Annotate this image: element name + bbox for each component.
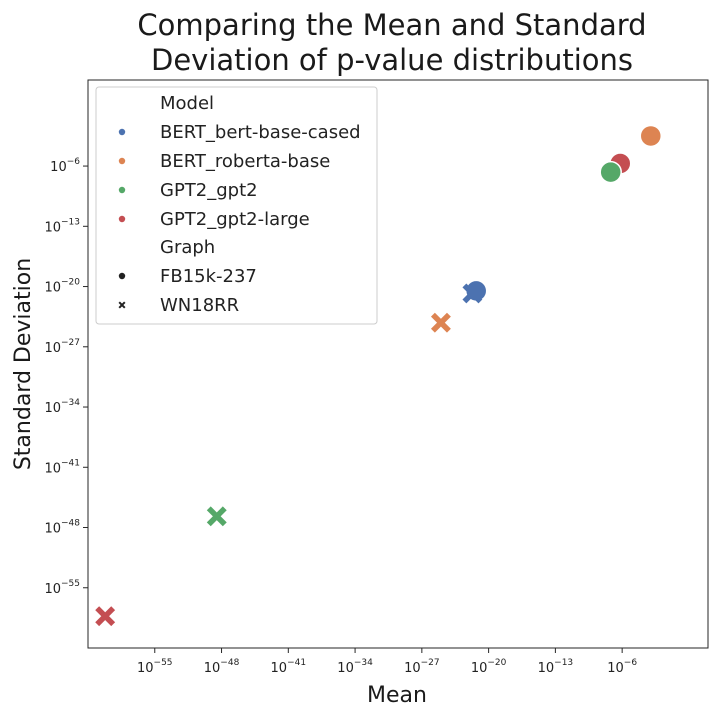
x-tick-label: 10−13 (538, 658, 574, 676)
legend-style-marker-circle (118, 272, 126, 280)
legend-hue-entries: BERT_bert-base-cased BERT_roberta-base GPT… (118, 122, 361, 230)
legend-box (95, 86, 378, 325)
y-tick-label: 10−48 (44, 519, 80, 537)
chart-title-line-1: Comparing the Mean and Standard (137, 8, 646, 42)
legend-hue-title: Model (160, 93, 214, 114)
legend-hue-label: GPT2_gpt2 (160, 180, 258, 201)
x-tick-label: 10−34 (337, 658, 373, 676)
x-tick-label: 10−27 (404, 658, 440, 676)
data-point-circle (599, 160, 622, 184)
x-tick-label: 10−41 (271, 658, 307, 676)
legend-hue-marker (118, 128, 126, 136)
x-axis-label: Mean (367, 683, 427, 708)
x-axis-ticks: 10−55 10−48 10−41 10−34 10−27 10−20 10−13 10−6 (137, 648, 637, 676)
y-tick-label: 10−6 (50, 157, 80, 175)
x-tick-label: 10−6 (607, 658, 637, 676)
y-axis-label: Standard Deviation (11, 258, 36, 470)
legend-hue-label: GPT2_gpt2-large (160, 209, 310, 230)
x-tick-label: 10−20 (471, 658, 507, 676)
legend-hue-marker (118, 186, 126, 194)
legend-hue-label: BERT_roberta-base (160, 151, 330, 172)
data-points (95, 124, 663, 627)
y-tick-label: 10−20 (44, 278, 80, 296)
x-tick-label: 10−48 (204, 658, 240, 676)
legend-style-marker-x (118, 301, 126, 309)
data-point-circle (639, 124, 663, 148)
x-tick-label: 10−55 (137, 658, 173, 676)
data-point-x (462, 283, 483, 304)
legend-hue-marker (118, 157, 126, 165)
y-tick-label: 10−13 (44, 217, 80, 235)
legend-style-label: WN18RR (160, 295, 239, 316)
legend-hue-marker (118, 215, 126, 223)
legend: Model BERT_bert-base-cased BERT_roberta-b… (95, 86, 378, 325)
legend-style-label: FB15k-237 (160, 266, 257, 287)
y-tick-label: 10−27 (44, 338, 80, 356)
legend-hue-label: BERT_bert-base-cased (160, 122, 361, 143)
legend-style-title: Graph (160, 237, 215, 258)
y-tick-label: 10−41 (44, 458, 80, 476)
y-tick-label: 10−55 (44, 579, 80, 597)
data-point-x (206, 506, 227, 527)
data-point-x (95, 606, 116, 627)
chart-title-line-2: Deviation of p-value distributions (151, 43, 633, 77)
y-axis-ticks: 10−6 10−13 10−20 10−27 10−34 10−41 10−48 10−55 (44, 157, 88, 597)
y-tick-label: 10−34 (44, 398, 80, 416)
data-point-x (430, 312, 451, 333)
legend-style-entries: FB15k-237 WN18RR (118, 266, 257, 316)
